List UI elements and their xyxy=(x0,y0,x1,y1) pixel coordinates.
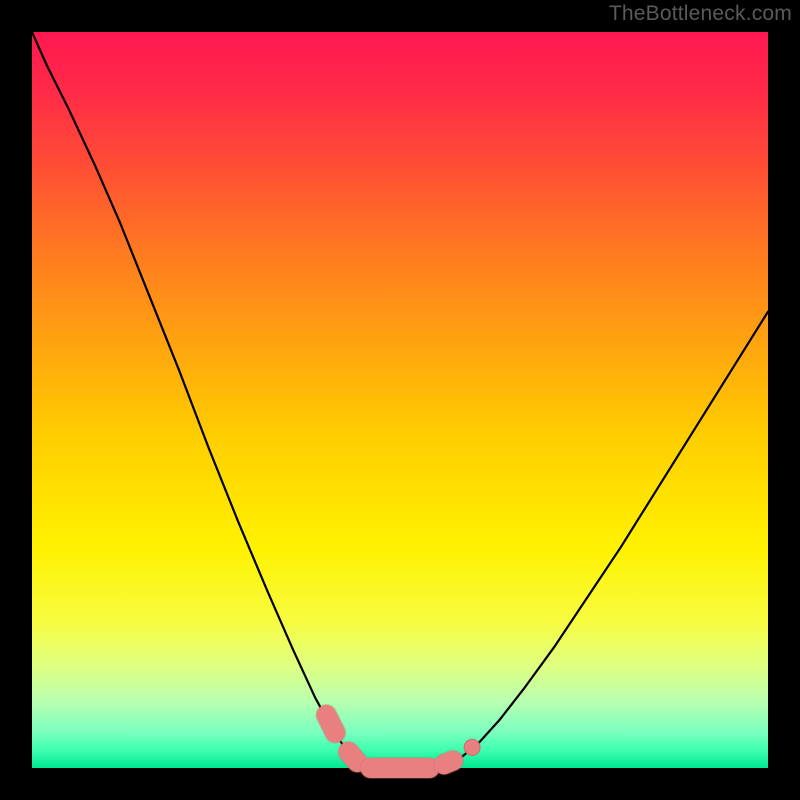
watermark-text: TheBottleneck.com xyxy=(609,2,792,26)
bottleneck-chart xyxy=(0,0,800,800)
marker-dot xyxy=(464,739,480,755)
marker-capsule xyxy=(326,715,335,733)
marker-capsule xyxy=(348,752,357,762)
gradient-background xyxy=(32,32,768,768)
marker-capsule xyxy=(444,761,453,765)
